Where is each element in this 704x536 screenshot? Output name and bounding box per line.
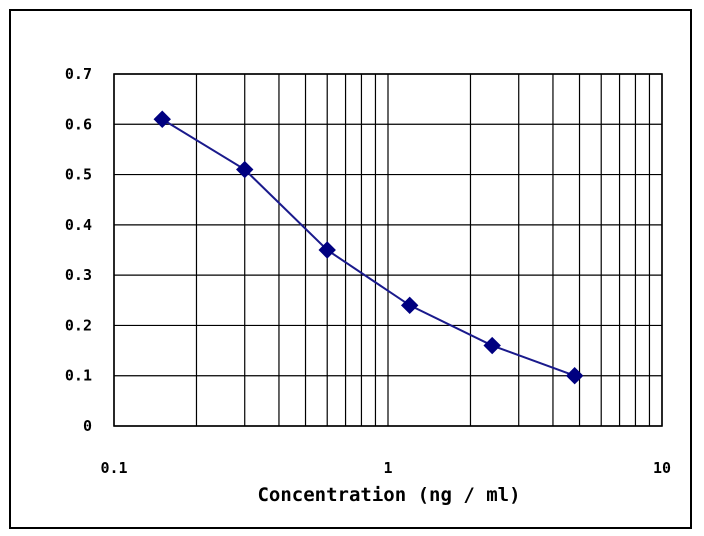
series-line bbox=[161, 118, 576, 377]
series bbox=[153, 110, 584, 385]
x-axis-label: Concentration (ng / ml) bbox=[257, 484, 520, 506]
y-tick-label: 0.7 bbox=[65, 65, 92, 83]
data-point bbox=[400, 296, 419, 315]
axes bbox=[113, 73, 663, 427]
y-tick-label: 0.5 bbox=[65, 166, 92, 184]
data-point bbox=[318, 241, 336, 259]
x-tick-label: 1 bbox=[383, 459, 392, 477]
plot-area-border bbox=[113, 73, 663, 427]
chart-frame bbox=[9, 9, 692, 529]
tick-labels: 0 0.1 0.2 0.3 0.4 0.5 0.6 0.7 0.1 1 10 bbox=[65, 65, 671, 477]
y-tick-label: 0.2 bbox=[65, 316, 92, 334]
y-tick-label: 0.3 bbox=[65, 266, 92, 284]
data-point bbox=[565, 367, 584, 385]
y-tick-label: 0.4 bbox=[65, 216, 92, 234]
data-point bbox=[483, 336, 501, 355]
x-tick-label: 0.1 bbox=[100, 459, 127, 477]
y-tick-label: 0.6 bbox=[65, 115, 92, 133]
data-point bbox=[236, 160, 254, 179]
y-tick-label: 0 bbox=[83, 417, 92, 435]
x-tick-label: 10 bbox=[653, 459, 671, 477]
y-tick-label: 0.1 bbox=[65, 367, 92, 385]
data-point bbox=[153, 110, 171, 128]
